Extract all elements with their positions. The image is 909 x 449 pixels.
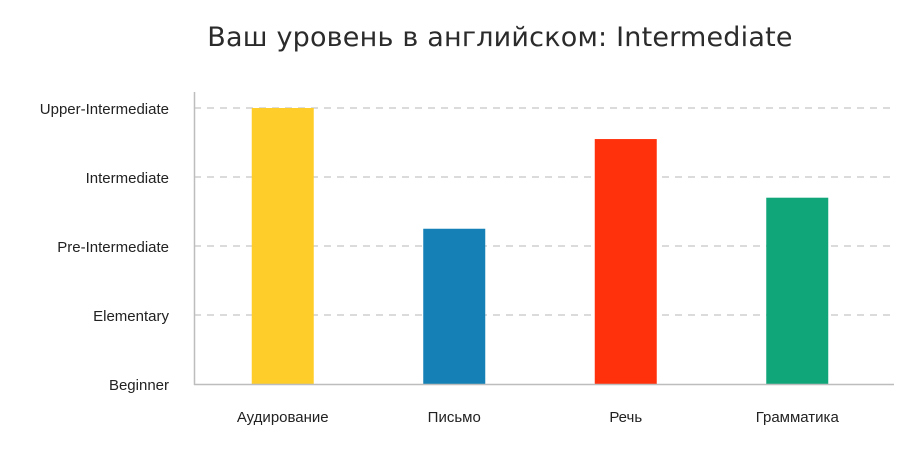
x-tick-label: Письмо xyxy=(428,409,481,426)
y-tick-label: Pre-Intermediate xyxy=(57,239,169,256)
bar-3 xyxy=(594,139,657,384)
y-tick-label: Elementary xyxy=(93,308,169,325)
bars xyxy=(251,108,829,384)
x-tick-label: Грамматика xyxy=(756,409,840,426)
y-axis-tick-labels: Beginner Elementary Pre-Intermediate Interm… xyxy=(40,101,170,394)
y-tick-label: Intermediate xyxy=(86,170,169,187)
chart-title: Ваш уровень в английском: Intermediate xyxy=(207,22,793,53)
x-tick-label: Аудирование xyxy=(237,409,329,426)
x-tick-label: Речь xyxy=(609,409,642,426)
y-tick-label: Beginner xyxy=(109,377,169,394)
y-tick-label: Upper-Intermediate xyxy=(40,101,169,118)
bar-4 xyxy=(766,197,829,384)
x-axis-tick-labels: Аудирование Письмо Речь Грамматика xyxy=(237,409,840,426)
bar-2 xyxy=(423,228,486,384)
axes xyxy=(193,92,894,386)
bar-1 xyxy=(251,108,314,384)
